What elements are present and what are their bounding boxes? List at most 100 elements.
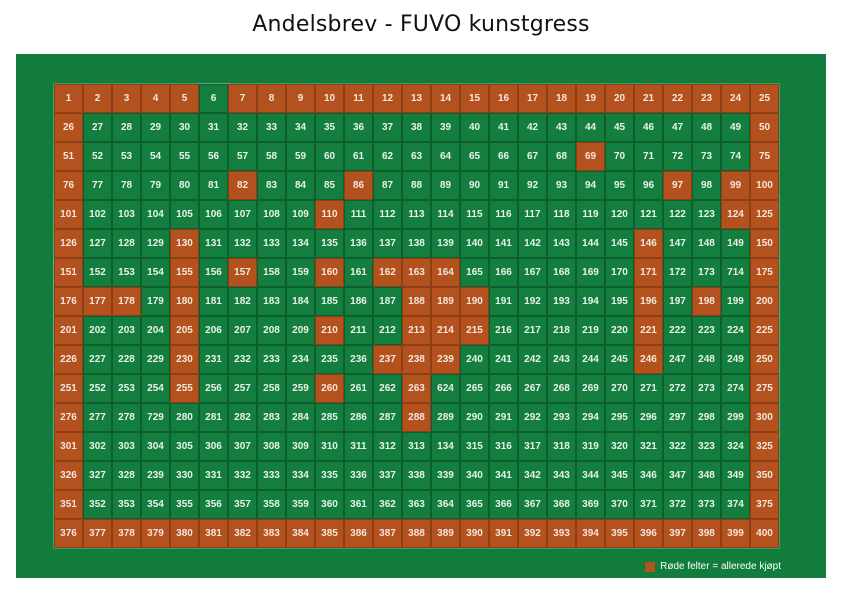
share-cell-sold[interactable]: 97 (663, 171, 692, 200)
share-cell[interactable]: 345 (605, 461, 634, 490)
share-cell[interactable]: 259 (286, 374, 315, 403)
share-cell[interactable]: 58 (257, 142, 286, 171)
share-cell[interactable]: 80 (170, 171, 199, 200)
share-cell[interactable]: 91 (489, 171, 518, 200)
share-cell[interactable]: 45 (605, 113, 634, 142)
share-cell-sold[interactable]: 351 (54, 490, 83, 519)
share-cell[interactable]: 102 (83, 200, 112, 229)
share-cell[interactable]: 292 (518, 403, 547, 432)
share-cell[interactable]: 319 (576, 432, 605, 461)
share-cell[interactable]: 170 (605, 258, 634, 287)
share-cell[interactable]: 236 (344, 345, 373, 374)
share-cell[interactable]: 83 (257, 171, 286, 200)
share-cell[interactable]: 127 (83, 229, 112, 258)
share-cell[interactable]: 624 (431, 374, 460, 403)
share-cell[interactable]: 274 (721, 374, 750, 403)
share-cell-sold[interactable]: 176 (54, 287, 83, 316)
share-cell-sold[interactable]: 130 (170, 229, 199, 258)
share-cell[interactable]: 363 (402, 490, 431, 519)
share-cell-sold[interactable]: 221 (634, 316, 663, 345)
share-cell-sold[interactable]: 395 (605, 519, 634, 548)
share-cell[interactable]: 38 (402, 113, 431, 142)
share-cell-sold[interactable]: 1 (54, 84, 83, 113)
share-cell[interactable]: 73 (692, 142, 721, 171)
share-cell[interactable]: 149 (721, 229, 750, 258)
share-cell[interactable]: 249 (721, 345, 750, 374)
share-cell[interactable]: 271 (634, 374, 663, 403)
share-cell[interactable]: 714 (721, 258, 750, 287)
share-cell-sold[interactable]: 25 (750, 84, 779, 113)
share-cell[interactable]: 78 (112, 171, 141, 200)
share-cell[interactable]: 136 (344, 229, 373, 258)
share-cell[interactable]: 148 (692, 229, 721, 258)
share-cell[interactable]: 140 (460, 229, 489, 258)
share-cell[interactable]: 336 (344, 461, 373, 490)
share-cell[interactable]: 114 (431, 200, 460, 229)
share-cell[interactable]: 317 (518, 432, 547, 461)
share-cell[interactable]: 48 (692, 113, 721, 142)
share-cell[interactable]: 195 (605, 287, 634, 316)
share-cell[interactable]: 70 (605, 142, 634, 171)
share-cell[interactable]: 257 (228, 374, 257, 403)
share-cell-sold[interactable]: 210 (315, 316, 344, 345)
share-cell-sold[interactable]: 18 (547, 84, 576, 113)
share-cell[interactable]: 98 (692, 171, 721, 200)
share-cell[interactable]: 168 (547, 258, 576, 287)
share-cell[interactable]: 62 (373, 142, 402, 171)
share-cell[interactable]: 284 (286, 403, 315, 432)
share-cell[interactable]: 729 (141, 403, 170, 432)
share-cell[interactable]: 235 (315, 345, 344, 374)
share-cell[interactable]: 65 (460, 142, 489, 171)
share-cell[interactable]: 346 (634, 461, 663, 490)
share-cell[interactable]: 89 (431, 171, 460, 200)
share-cell-sold[interactable]: 200 (750, 287, 779, 316)
share-cell[interactable]: 143 (547, 229, 576, 258)
share-cell[interactable]: 194 (576, 287, 605, 316)
share-cell[interactable]: 30 (170, 113, 199, 142)
share-cell[interactable]: 367 (518, 490, 547, 519)
share-cell[interactable]: 113 (402, 200, 431, 229)
share-cell[interactable]: 90 (460, 171, 489, 200)
share-cell[interactable]: 364 (431, 490, 460, 519)
share-cell-sold[interactable]: 3 (112, 84, 141, 113)
share-cell-sold[interactable]: 20 (605, 84, 634, 113)
share-cell-sold[interactable]: 5 (170, 84, 199, 113)
share-cell[interactable]: 368 (547, 490, 576, 519)
share-cell-sold[interactable]: 15 (460, 84, 489, 113)
share-cell[interactable]: 338 (402, 461, 431, 490)
share-cell[interactable]: 296 (634, 403, 663, 432)
share-cell[interactable]: 369 (576, 490, 605, 519)
share-cell-sold[interactable]: 378 (112, 519, 141, 548)
share-cell[interactable]: 34 (286, 113, 315, 142)
share-cell-sold[interactable]: 10 (315, 84, 344, 113)
share-cell[interactable]: 242 (518, 345, 547, 374)
share-cell-sold[interactable]: 238 (402, 345, 431, 374)
share-cell[interactable]: 184 (286, 287, 315, 316)
share-cell[interactable]: 95 (605, 171, 634, 200)
share-cell[interactable]: 186 (344, 287, 373, 316)
share-cell[interactable]: 223 (692, 316, 721, 345)
share-cell-sold[interactable]: 151 (54, 258, 83, 287)
share-cell-sold[interactable]: 350 (750, 461, 779, 490)
share-cell-sold[interactable]: 393 (547, 519, 576, 548)
share-cell-sold[interactable]: 379 (141, 519, 170, 548)
share-cell[interactable]: 28 (112, 113, 141, 142)
share-cell[interactable]: 61 (344, 142, 373, 171)
share-cell[interactable]: 191 (489, 287, 518, 316)
share-cell[interactable]: 265 (460, 374, 489, 403)
share-cell[interactable]: 370 (605, 490, 634, 519)
share-cell[interactable]: 47 (663, 113, 692, 142)
share-cell-sold[interactable]: 16 (489, 84, 518, 113)
share-cell[interactable]: 40 (460, 113, 489, 142)
share-cell[interactable]: 29 (141, 113, 170, 142)
share-cell[interactable]: 285 (315, 403, 344, 432)
share-cell[interactable]: 334 (286, 461, 315, 490)
share-cell-sold[interactable]: 390 (460, 519, 489, 548)
share-cell-sold[interactable]: 126 (54, 229, 83, 258)
share-cell[interactable]: 152 (83, 258, 112, 287)
share-cell[interactable]: 256 (199, 374, 228, 403)
share-cell-sold[interactable]: 397 (663, 519, 692, 548)
share-cell[interactable]: 161 (344, 258, 373, 287)
share-cell[interactable]: 192 (518, 287, 547, 316)
share-cell-sold[interactable]: 124 (721, 200, 750, 229)
